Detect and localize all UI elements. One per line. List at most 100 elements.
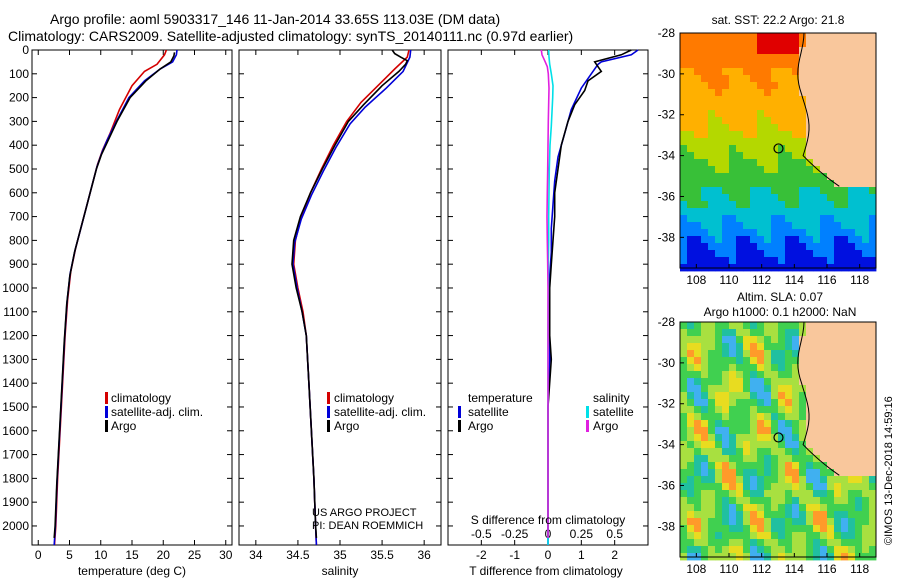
- map-cell: [701, 82, 709, 90]
- map-cell: [827, 159, 835, 167]
- map-cell: [722, 243, 730, 251]
- temperature-x-ticks: 0 5 10 15 20 25 30: [35, 50, 233, 562]
- map-cell: [813, 152, 821, 160]
- map-cell: [729, 257, 737, 265]
- map-cell: [750, 138, 758, 146]
- map-cell: [799, 511, 807, 519]
- map-cell: [708, 532, 716, 540]
- map-cell: [708, 469, 716, 477]
- map-cell: [862, 497, 870, 505]
- map-cell: [813, 420, 821, 428]
- map-cell: [792, 406, 800, 414]
- map-cell: [855, 166, 863, 174]
- map-cell: [743, 385, 751, 393]
- map-cell: [841, 413, 849, 421]
- map-cell: [701, 469, 709, 477]
- map-cell: [848, 497, 856, 505]
- map-cell: [771, 392, 779, 400]
- map-cell: [841, 336, 849, 344]
- map-cell: [827, 208, 835, 216]
- map-cell: [799, 243, 807, 251]
- map-cell: [813, 546, 821, 554]
- map-cell: [694, 448, 702, 456]
- map-cell: [813, 343, 821, 351]
- map-cell: [701, 322, 709, 330]
- map-cell: [827, 427, 835, 435]
- map-cell: [855, 392, 863, 400]
- map-cell: [813, 483, 821, 491]
- map-cell: [729, 504, 737, 512]
- map-cell: [708, 546, 716, 554]
- map-cell: [799, 448, 807, 456]
- map-cell: [869, 322, 877, 330]
- map-cell: [743, 364, 751, 372]
- map-cell: [869, 364, 877, 372]
- map-cell: [743, 427, 751, 435]
- map-cell: [820, 350, 828, 358]
- map-cell: [750, 336, 758, 344]
- map-cell: [701, 371, 709, 379]
- map-cell: [715, 420, 723, 428]
- map-cell: [764, 117, 772, 125]
- map-cell: [729, 511, 737, 519]
- map-cell: [687, 504, 695, 512]
- map-cell: [701, 441, 709, 449]
- map-cell: [827, 75, 835, 83]
- map-cell: [722, 441, 730, 449]
- map-cell: [855, 159, 863, 167]
- map-cell: [869, 180, 877, 188]
- map-cell: [869, 138, 877, 146]
- map-cell: [701, 236, 709, 244]
- map-cell: [827, 385, 835, 393]
- map-cell: [785, 159, 793, 167]
- map-cell: [694, 68, 702, 76]
- map-cell: [869, 525, 877, 533]
- sst-map-ticks: 108 110 112 114 116 118-28-30-32-34-36-38: [658, 26, 870, 287]
- map-cell: [736, 455, 744, 463]
- map-cell: [785, 329, 793, 337]
- map-cell: [722, 138, 730, 146]
- map-cell: [736, 61, 744, 69]
- x-tick-label: 1: [578, 548, 585, 562]
- map-cell: [743, 75, 751, 83]
- map-cell: [855, 33, 863, 41]
- map-cell: [736, 89, 744, 97]
- map-cell: [757, 138, 765, 146]
- map-cell: [743, 166, 751, 174]
- map-cell: [701, 61, 709, 69]
- map-cell: [722, 159, 730, 167]
- map-cell: [862, 145, 870, 153]
- difference-lines: [540, 49, 639, 545]
- map-cell: [757, 75, 765, 83]
- depth-tick-label: 0: [22, 43, 29, 57]
- map-cell: [743, 371, 751, 379]
- map-cell: [855, 322, 863, 330]
- map-cell: [701, 343, 709, 351]
- map-cell: [764, 159, 772, 167]
- map-cell: [729, 201, 737, 209]
- map-cell: [869, 68, 877, 76]
- map-cell: [862, 336, 870, 344]
- map-cell: [757, 399, 765, 407]
- map-cell: [820, 54, 828, 62]
- map-cell: [722, 532, 730, 540]
- map-cell: [778, 511, 786, 519]
- map-cell: [841, 483, 849, 491]
- map-cell: [701, 329, 709, 337]
- map-cell: [813, 82, 821, 90]
- map-cell: [764, 54, 772, 62]
- map-cell: [743, 497, 751, 505]
- map-cell: [820, 420, 828, 428]
- map-cell: [792, 54, 800, 62]
- map-cell: [813, 222, 821, 230]
- map-cell: [729, 117, 737, 125]
- temperature-lines: [53, 49, 178, 546]
- map-cell: [694, 343, 702, 351]
- map-cell: [750, 462, 758, 470]
- map-cell: [722, 476, 730, 484]
- depth-tick-label: 1600: [2, 424, 29, 438]
- x-tick-label: 20: [157, 548, 171, 562]
- map-cell: [750, 371, 758, 379]
- map-cell: [792, 47, 800, 55]
- map-cell: [799, 103, 807, 111]
